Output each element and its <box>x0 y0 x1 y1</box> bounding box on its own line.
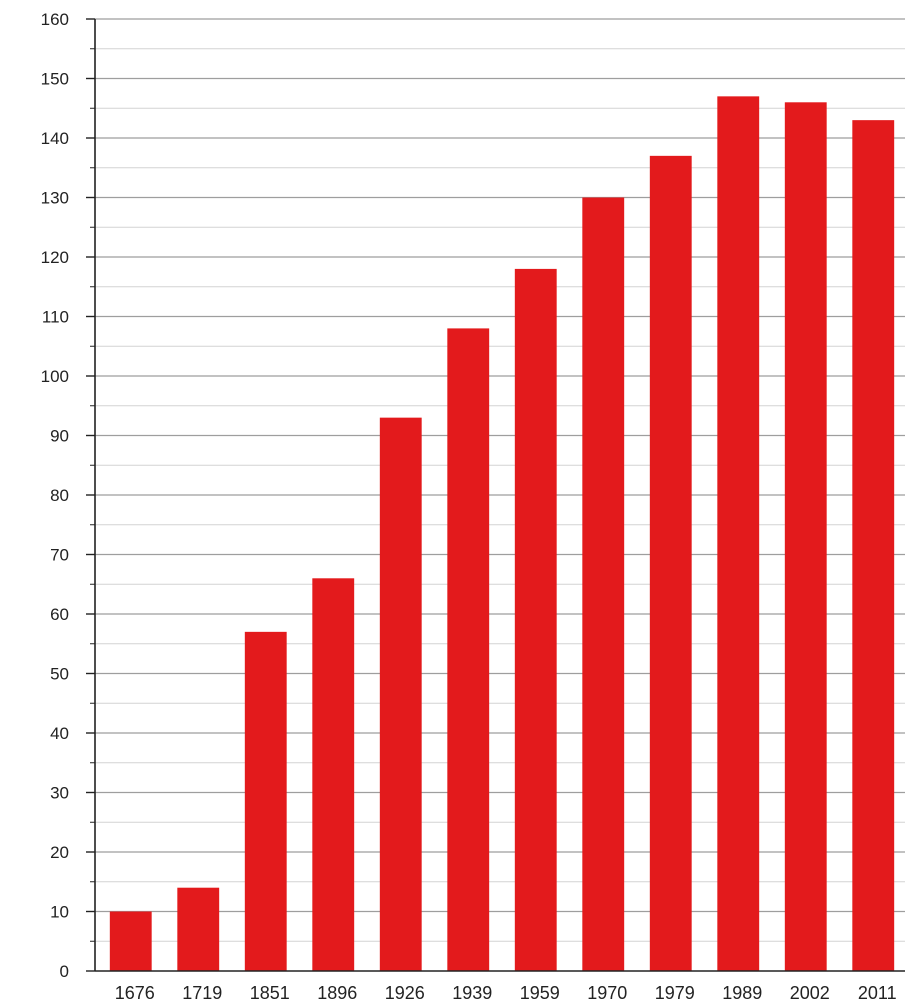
x-tick-label: 2011 <box>858 983 897 1003</box>
bar-1989 <box>717 96 760 972</box>
y-tick-label: 130 <box>41 189 69 208</box>
y-tick-labels: 0 10 20 30 40 50 60 70 80 90 100 110 120 130 140 150 160 <box>41 10 69 981</box>
bar-2011 <box>852 120 895 971</box>
x-tick-label: 1979 <box>655 983 695 1003</box>
x-tick-label: 1970 <box>587 983 627 1003</box>
y-tick-label: 0 <box>60 962 69 981</box>
y-tick-label: 150 <box>41 70 69 89</box>
bars <box>109 96 895 972</box>
y-tick-label: 160 <box>41 10 69 29</box>
y-tick-label: 110 <box>42 308 69 327</box>
gridlines <box>95 18 905 942</box>
bar-1979 <box>649 155 692 972</box>
x-tick-label: 1939 <box>452 983 492 1003</box>
y-tick-label: 40 <box>50 724 69 743</box>
y-tick-label: 140 <box>41 129 69 148</box>
y-tick-label: 90 <box>50 427 69 446</box>
axes <box>86 18 905 972</box>
x-tick-label: 2002 <box>790 983 830 1003</box>
x-tick-label: 1989 <box>722 983 762 1003</box>
bar-1676 <box>109 911 152 971</box>
x-tick-label: 1926 <box>385 983 425 1003</box>
y-tick-label: 50 <box>50 665 69 684</box>
bar-1719 <box>177 887 220 971</box>
y-tick-label: 10 <box>50 903 69 922</box>
bar-1959 <box>514 268 557 971</box>
bar-1851 <box>244 631 287 971</box>
x-tick-label: 1896 <box>317 983 357 1003</box>
y-tick-label: 70 <box>50 546 69 565</box>
x-tick-label: 1719 <box>182 983 222 1003</box>
y-tick-label: 20 <box>50 843 69 862</box>
bar-1939 <box>447 328 490 971</box>
bar-1970 <box>582 197 625 971</box>
x-tick-label: 1959 <box>520 983 560 1003</box>
bar-1896 <box>312 578 355 971</box>
y-tick-label: 120 <box>41 248 69 267</box>
x-tick-labels: 1676 1719 1851 1896 1926 1939 1959 1970 1979 1989… <box>115 983 897 1003</box>
y-tick-label: 60 <box>50 605 69 624</box>
y-tick-label: 30 <box>50 784 69 803</box>
x-tick-label: 1676 <box>115 983 155 1003</box>
bar-1926 <box>379 417 422 971</box>
x-tick-label: 1851 <box>250 983 290 1003</box>
y-tick-label: 100 <box>41 367 69 386</box>
y-tick-label: 80 <box>50 486 69 505</box>
bar-2002 <box>784 102 827 972</box>
